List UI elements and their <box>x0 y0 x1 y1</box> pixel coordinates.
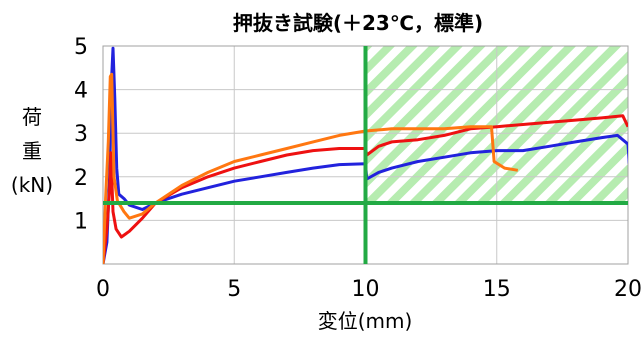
y-axis-label: 荷重 (kN) <box>11 105 53 197</box>
y-axis-label-line: 荷 <box>22 105 42 129</box>
series-line-3 <box>103 72 519 264</box>
y-axis-label-line: (kN) <box>11 173 53 197</box>
y-tick-label: 4 <box>74 79 88 104</box>
series-line-1 <box>103 46 628 264</box>
x-tick-label: 15 <box>483 277 511 302</box>
x-tick-label: 5 <box>227 277 241 302</box>
series-line-2 <box>103 114 628 264</box>
y-tick-label: 3 <box>74 122 88 147</box>
series-group <box>103 46 628 264</box>
plot-area: 0 5 10 15 20 1 2 3 4 5 <box>74 35 642 302</box>
x-tick-label: 20 <box>614 277 642 302</box>
x-axis-label: 変位(mm) <box>318 309 413 333</box>
x-tick-label: 10 <box>352 277 380 302</box>
y-tick-label: 5 <box>74 35 88 60</box>
y-tick-label: 2 <box>74 166 88 191</box>
chart-title: 押抜き試験(＋23℃，標準) <box>233 11 483 35</box>
y-tick-label: 1 <box>74 209 88 234</box>
x-tick-label: 0 <box>96 277 110 302</box>
y-axis-label-line: 重 <box>22 139 42 163</box>
